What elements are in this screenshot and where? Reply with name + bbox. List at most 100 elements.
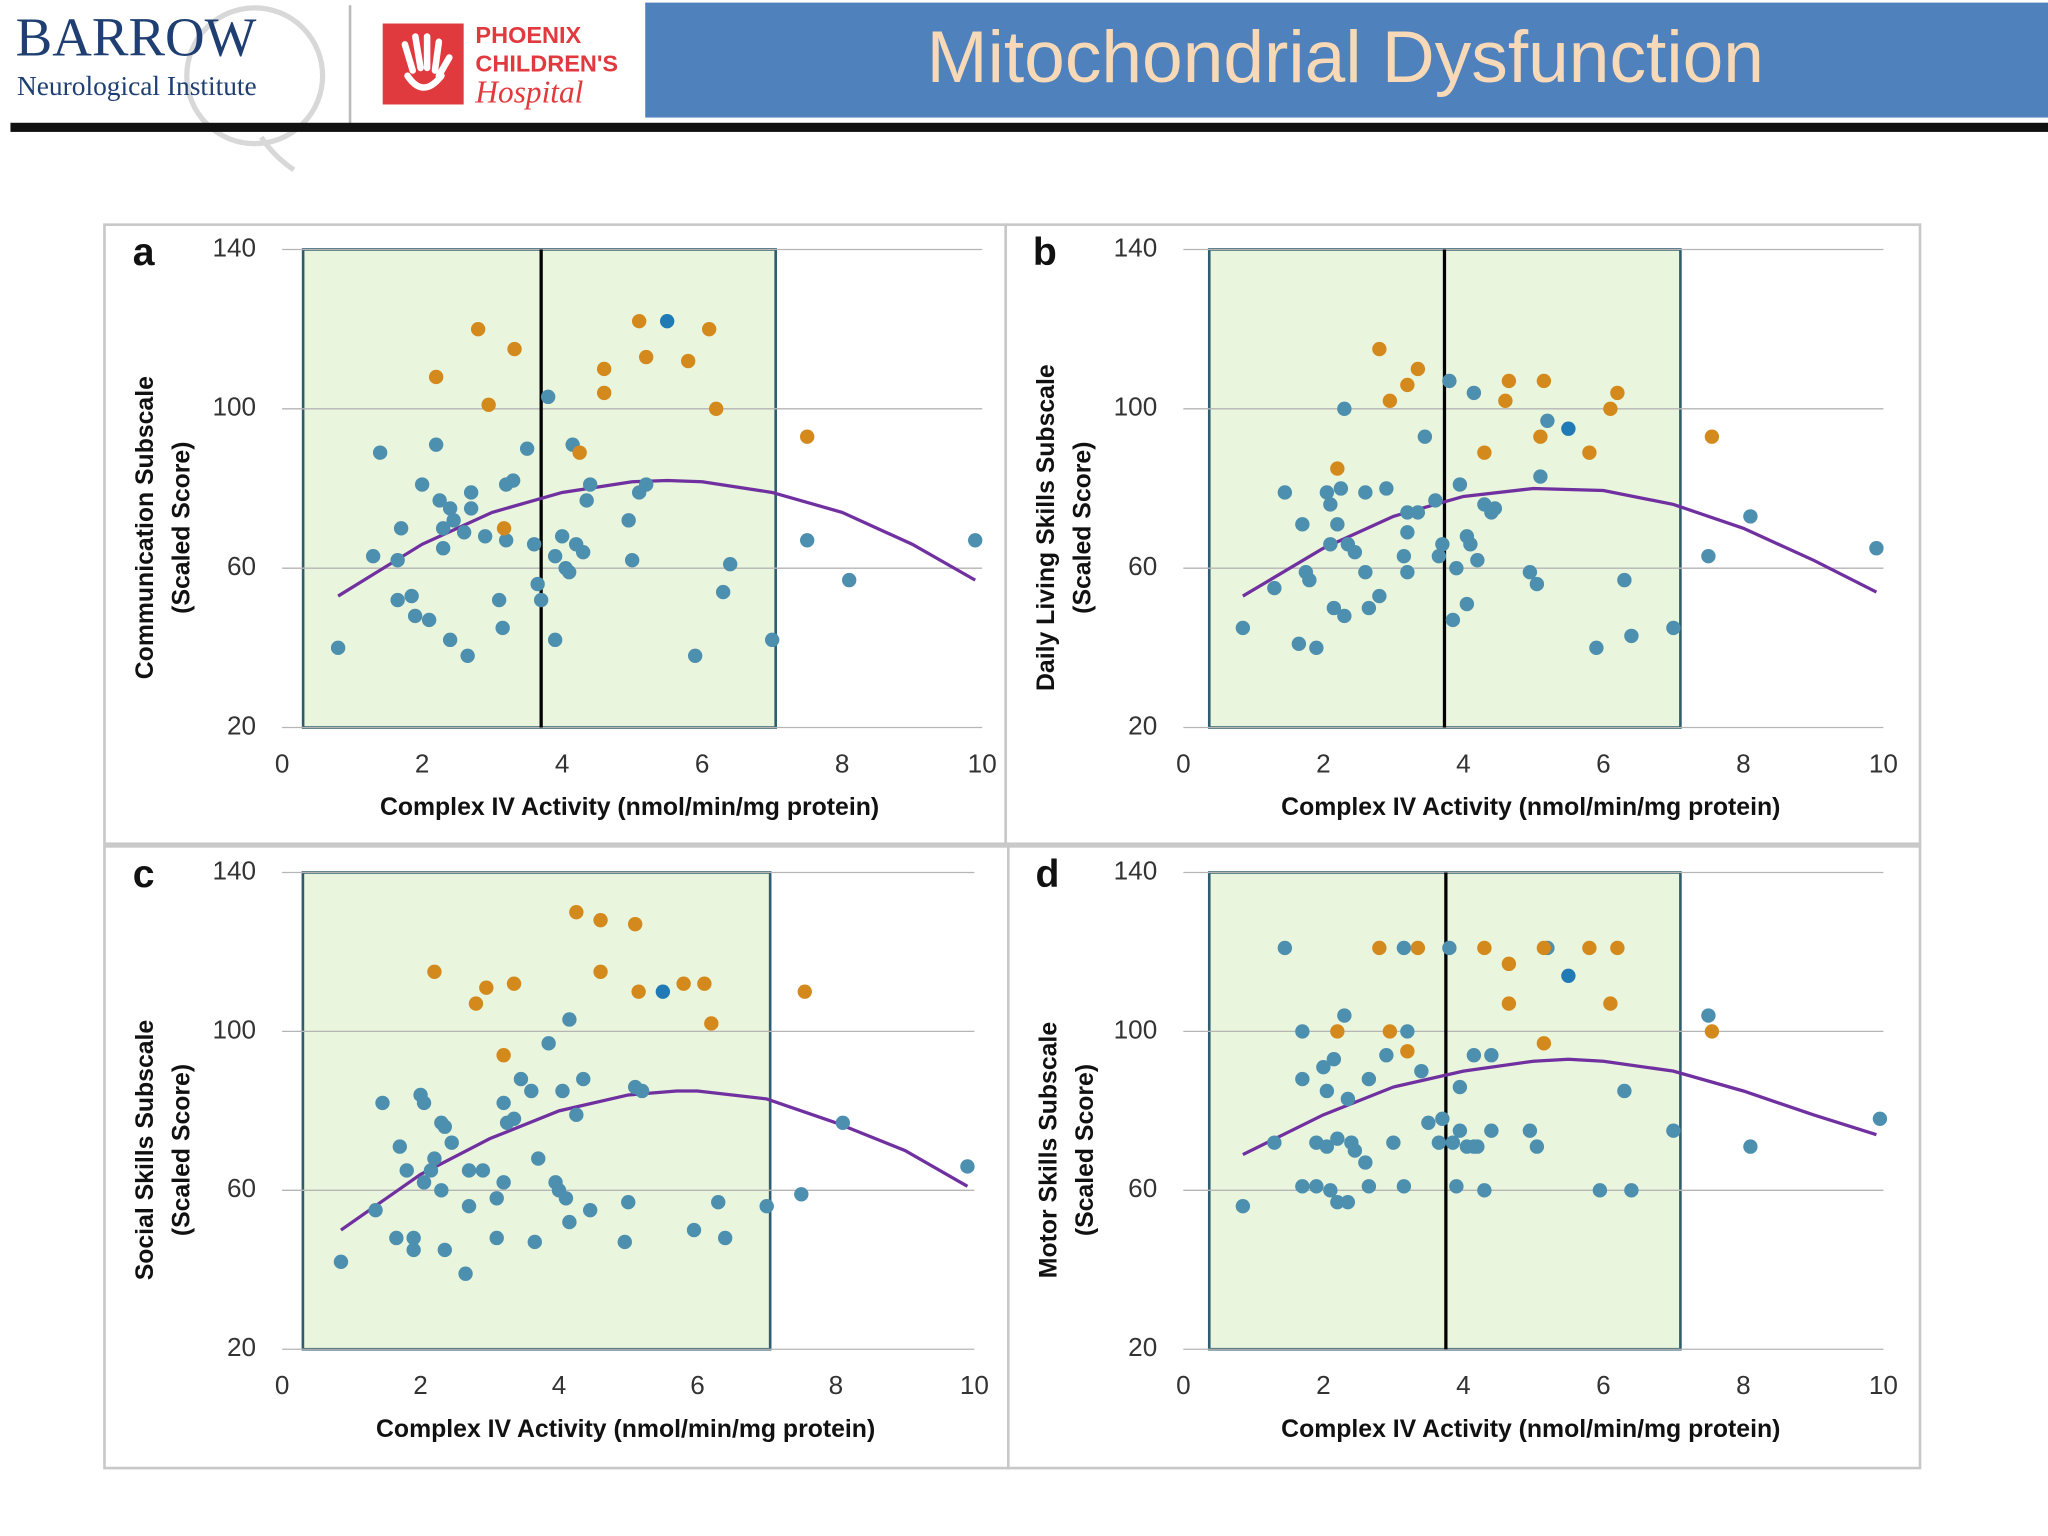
- y-tick-label: 100: [212, 1014, 256, 1044]
- data-point: [1501, 373, 1517, 389]
- data-point: [479, 980, 494, 995]
- data-point: [1522, 564, 1538, 580]
- data-point: [627, 916, 643, 932]
- data-point: [800, 429, 815, 444]
- y-axis-label: Motor Skills Subscale: [1036, 1022, 1063, 1278]
- x-tick-label: 4: [552, 1370, 567, 1400]
- data-point: [968, 533, 983, 548]
- y-tick-label: 20: [227, 710, 256, 740]
- data-point: [1337, 401, 1352, 416]
- data-point: [582, 1202, 598, 1218]
- data-point: [1522, 1123, 1538, 1138]
- data-point: [800, 533, 815, 548]
- data-point: [533, 592, 549, 608]
- x-tick-label: 4: [555, 748, 570, 778]
- x-tick-label: 8: [829, 1370, 844, 1400]
- data-point: [389, 1230, 404, 1246]
- data-point: [427, 964, 442, 979]
- data-point: [659, 313, 675, 329]
- data-point: [1382, 393, 1398, 409]
- data-point: [715, 584, 731, 600]
- fit-curve: [340, 1089, 969, 1232]
- data-point: [1358, 1155, 1373, 1170]
- data-point: [1529, 576, 1545, 592]
- data-point: [399, 1163, 414, 1178]
- data-point: [463, 501, 479, 516]
- data-point: [1396, 1179, 1412, 1194]
- data-point: [1470, 553, 1485, 568]
- data-point: [1410, 505, 1426, 520]
- data-point: [1463, 537, 1478, 552]
- data-point: [1295, 1179, 1310, 1194]
- data-point: [1372, 588, 1387, 604]
- data-point: [456, 525, 472, 540]
- logo-swirl: [184, 5, 326, 147]
- data-point: [414, 477, 430, 492]
- data-point: [496, 1048, 511, 1063]
- x-tick-label: 6: [690, 1370, 705, 1400]
- data-point: [437, 1119, 452, 1134]
- data-point: [593, 964, 608, 979]
- x-tick-label: 4: [1456, 1370, 1471, 1400]
- panel-label: a: [133, 231, 156, 274]
- data-point: [617, 1234, 632, 1250]
- data-point: [1666, 1123, 1681, 1138]
- data-point: [1498, 393, 1513, 409]
- data-point: [463, 485, 479, 500]
- y-axis-label: Social Skills Subscale: [132, 1020, 159, 1281]
- data-point: [1421, 1115, 1436, 1130]
- data-point: [1592, 1183, 1608, 1198]
- y-axis-label: Communication Subscale: [132, 376, 159, 679]
- data-point: [579, 493, 594, 508]
- data-point: [530, 576, 545, 592]
- data-point: [576, 1071, 591, 1087]
- fit-curve: [1242, 486, 1878, 598]
- data-point: [1704, 429, 1720, 444]
- data-point: [1435, 537, 1450, 552]
- panel: 20 60 100 140 0 2 4 6 8 10 b Daily Living Skills Su…: [1004, 223, 1922, 846]
- data-point: [1400, 1044, 1415, 1059]
- data-point: [1477, 445, 1492, 460]
- data-point: [638, 349, 654, 365]
- data-point: [460, 648, 475, 663]
- data-point: [596, 385, 612, 401]
- data-point: [701, 321, 717, 337]
- data-point: [711, 1195, 726, 1210]
- data-point: [461, 1163, 477, 1178]
- data-point: [1536, 940, 1552, 956]
- data-point: [390, 592, 405, 608]
- data-point: [421, 612, 437, 628]
- data-point: [1361, 1071, 1377, 1087]
- data-point: [1309, 640, 1324, 656]
- x-tick-label: 10: [960, 1370, 989, 1400]
- data-point: [558, 1191, 574, 1206]
- y-tick-label: 140: [212, 232, 256, 262]
- logo-swirl-tail: [259, 135, 296, 172]
- y-tick-label: 60: [227, 1173, 256, 1203]
- data-point: [477, 529, 493, 544]
- data-point: [498, 533, 514, 548]
- data-point: [1449, 1179, 1464, 1194]
- data-point: [428, 437, 444, 452]
- data-point: [1624, 1183, 1639, 1198]
- data-point: [1466, 1048, 1482, 1063]
- data-point: [631, 313, 647, 329]
- data-point: [468, 996, 484, 1011]
- x-tick-label: 2: [1316, 1370, 1331, 1400]
- data-point: [1333, 481, 1349, 496]
- data-point: [1410, 361, 1426, 377]
- data-point: [797, 984, 812, 999]
- x-tick-label: 10: [1869, 1370, 1898, 1400]
- data-point: [575, 545, 591, 560]
- data-point: [406, 1230, 421, 1246]
- data-point: [423, 1163, 439, 1178]
- data-point: [1617, 572, 1632, 588]
- x-tick-label: 6: [1596, 1370, 1611, 1400]
- data-point: [1487, 501, 1503, 516]
- data-point: [519, 441, 535, 456]
- data-point: [1386, 1135, 1401, 1150]
- data-point: [1361, 600, 1377, 616]
- data-point: [1484, 1123, 1499, 1138]
- data-point: [496, 1095, 511, 1111]
